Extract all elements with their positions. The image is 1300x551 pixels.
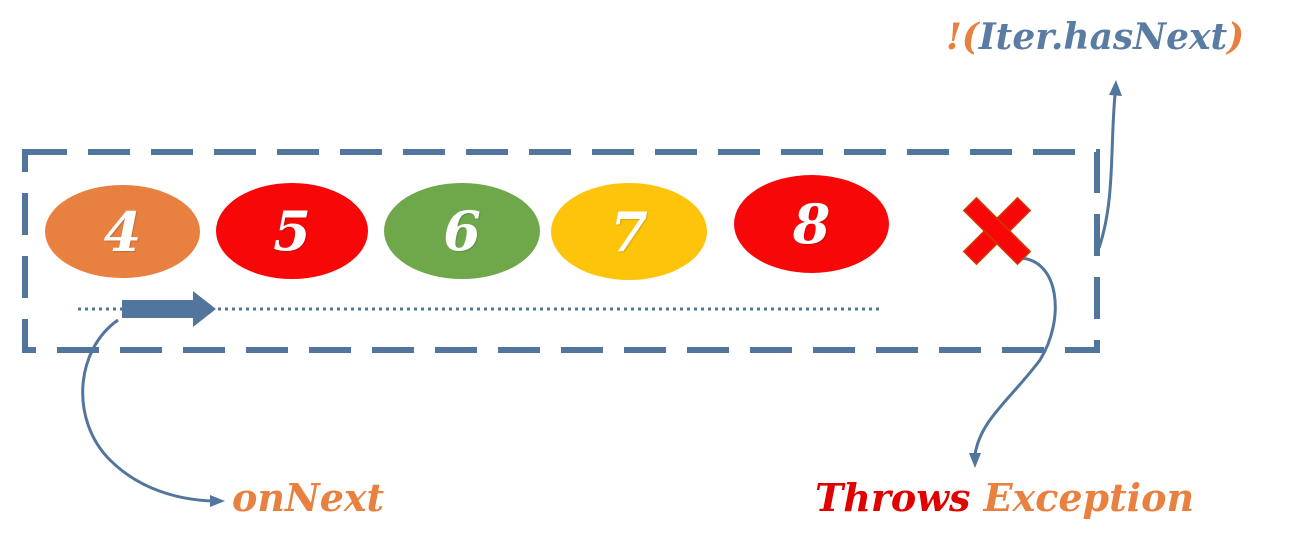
element-5-value: 5 bbox=[273, 199, 311, 263]
next-block-arrow bbox=[122, 291, 216, 327]
element-5: 5 bbox=[216, 183, 368, 279]
element-7: 7 bbox=[551, 183, 707, 280]
not-open-paren: !( bbox=[946, 16, 979, 58]
onnext-arrowhead bbox=[210, 495, 225, 507]
onnext-label: onNext bbox=[232, 475, 385, 520]
hasnext-arrowhead bbox=[1109, 80, 1122, 96]
hasnext-connector bbox=[1097, 94, 1117, 249]
onnext-connector bbox=[81, 318, 214, 503]
iterator-container bbox=[22, 149, 1100, 353]
element-8-value: 8 bbox=[792, 192, 831, 256]
exception-connector bbox=[973, 256, 1057, 456]
close-paren: ) bbox=[1227, 16, 1245, 58]
element-4: 4 bbox=[45, 185, 200, 278]
element-8: 8 bbox=[734, 175, 889, 273]
element-7-value: 7 bbox=[610, 199, 648, 264]
element-4-value: 4 bbox=[103, 199, 142, 264]
hasnext-label: !(Iter.hasNext) bbox=[946, 16, 1244, 58]
exception-arrowhead bbox=[969, 453, 981, 468]
exception-word: Exception bbox=[983, 475, 1195, 520]
element-6-value: 6 bbox=[443, 199, 481, 263]
cross-icon bbox=[962, 196, 1032, 266]
throws-word: Throws bbox=[815, 475, 971, 520]
iter-hasnext-text: Iter.hasNext bbox=[978, 16, 1228, 58]
throws-exception-label: Throws Exception bbox=[815, 475, 1194, 520]
element-6: 6 bbox=[384, 183, 540, 279]
